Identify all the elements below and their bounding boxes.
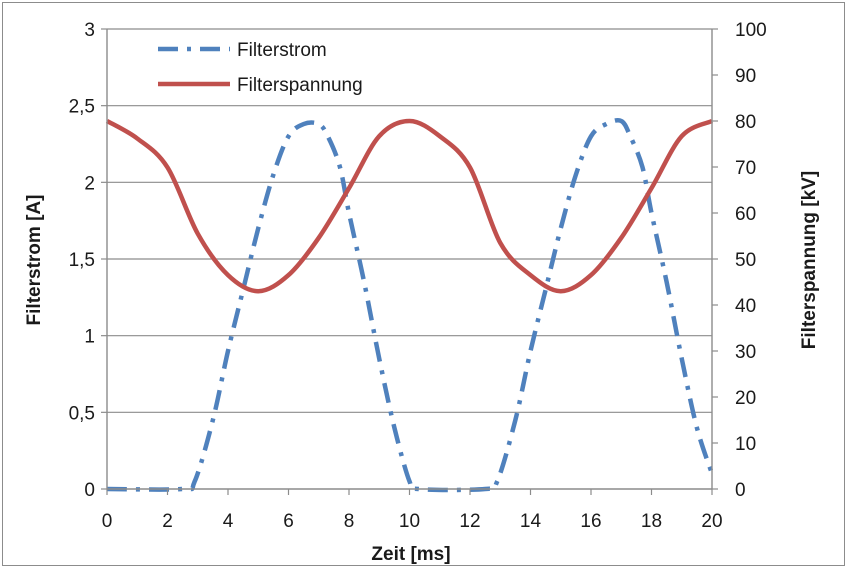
x-tick-label: 4 xyxy=(223,511,234,532)
gridlines xyxy=(107,28,712,413)
x-tick-label: 0 xyxy=(102,511,113,532)
y-tick-label: 0 xyxy=(84,480,95,501)
y2-tick-label: 60 xyxy=(735,204,756,225)
y-tick-label: 2 xyxy=(84,173,95,194)
y2-axis-title: Filterspannung [kV] xyxy=(799,171,820,349)
y2-tick-label: 70 xyxy=(735,158,756,179)
y2-tick-label: 80 xyxy=(735,112,756,133)
legend-label-filterspannung: Filterspannung xyxy=(237,75,363,96)
y-tick-label: 3 xyxy=(84,20,95,41)
y2-tick-label: 30 xyxy=(735,342,756,363)
x-tick-label: 10 xyxy=(399,511,420,532)
y2-tick-label: 20 xyxy=(735,388,756,409)
x-tick-label: 14 xyxy=(520,511,542,532)
y2-tick-label: 10 xyxy=(735,434,756,455)
y2-tick-label: 50 xyxy=(735,250,756,271)
legend-label-filterstrom: Filterstrom xyxy=(237,40,327,61)
y-tick-label: 0,5 xyxy=(69,403,95,424)
y-tick-label: 2,5 xyxy=(69,97,95,118)
x-tick-label: 6 xyxy=(283,511,294,532)
x-tick-label: 2 xyxy=(162,511,173,532)
x-tick-label: 8 xyxy=(344,511,355,532)
plot-series xyxy=(105,118,715,493)
y-tick-label: 1 xyxy=(84,327,95,348)
y2-tick-label: 90 xyxy=(735,66,756,87)
y-tick-label: 1,5 xyxy=(69,250,95,271)
y2-tick-label: 40 xyxy=(735,296,756,317)
y-axis-ticks: 0 0,5 1 1,5 2 2,5 3 xyxy=(69,20,107,501)
series-line-filterstrom xyxy=(106,118,715,493)
y2-tick-label: 0 xyxy=(735,480,746,501)
legend: Filterstrom Filterspannung xyxy=(158,40,363,96)
x-axis-title: Zeit [ms] xyxy=(371,544,450,565)
x-tick-label: 12 xyxy=(459,511,480,532)
x-tick-label: 20 xyxy=(701,511,722,532)
y2-axis-ticks: 0 10 20 30 40 50 60 70 80 90 100 xyxy=(712,20,767,501)
y2-tick-label: 100 xyxy=(735,20,767,41)
y-axis-title: Filterstrom [A] xyxy=(24,195,45,326)
series-line-filterspannung xyxy=(105,118,714,294)
x-tick-label: 16 xyxy=(580,511,601,532)
x-axis-ticks: 0 2 4 6 8 10 12 14 16 18 20 xyxy=(102,489,723,532)
x-tick-label: 18 xyxy=(641,511,662,532)
